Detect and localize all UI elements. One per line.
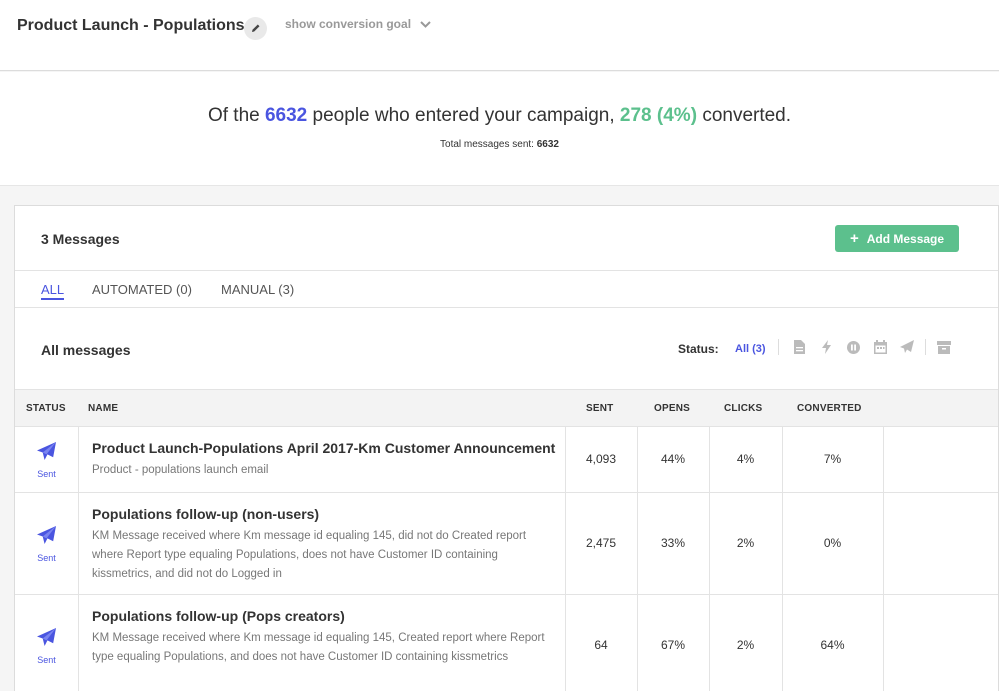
name-cell: Product Launch-Populations April 2017-Km… (92, 440, 555, 480)
messages-count: 3 Messages (41, 231, 120, 247)
column-clicks[interactable]: CLICKS (724, 403, 763, 414)
column-name: NAME (88, 403, 119, 414)
summary-suffix: converted. (702, 105, 792, 126)
opens-value: 33% (660, 536, 686, 550)
sent-icon (37, 442, 56, 466)
sent-icon (37, 628, 56, 652)
divider (78, 595, 79, 691)
divider (925, 339, 926, 355)
tab-automated[interactable]: AUTOMATED (0) (92, 282, 192, 297)
status-filter-label: Status: (678, 342, 719, 356)
opens-value: 44% (660, 452, 686, 466)
column-sent[interactable]: SENT (586, 403, 614, 414)
divider (883, 427, 884, 492)
messages-panel: 3 Messages + Add Message ALL AUTOMATED (… (14, 205, 999, 691)
calendar-icon[interactable] (873, 340, 887, 354)
document-icon[interactable] (792, 340, 806, 354)
archive-icon[interactable] (937, 340, 951, 354)
status-label: Sent (37, 469, 56, 479)
status-label: Sent (37, 553, 56, 563)
message-tabs: ALL AUTOMATED (0) MANUAL (3) (15, 271, 998, 308)
status-filter-all[interactable]: All (3) (735, 343, 766, 355)
divider (883, 595, 884, 691)
column-opens[interactable]: OPENS (654, 403, 691, 414)
total-value: 6632 (536, 139, 559, 150)
show-conversion-goal-toggle[interactable]: show conversion goal (285, 17, 431, 31)
divider (709, 427, 710, 492)
summary-prefix: Of the (207, 105, 260, 126)
add-message-button[interactable]: + Add Message (835, 225, 959, 252)
send-icon[interactable] (900, 340, 914, 354)
message-description: KM Message received where Km message id … (92, 632, 545, 663)
clicks-value: 2% (736, 536, 755, 550)
column-status: STATUS (26, 403, 66, 414)
chevron-down-icon (420, 20, 431, 28)
divider (637, 595, 638, 691)
sent-value: 4,093 (585, 452, 617, 466)
messages-subheader: All messages Status: All (3) (15, 308, 998, 390)
status-label: Sent (37, 655, 56, 665)
section-title: All messages (41, 342, 131, 358)
divider (565, 427, 566, 492)
add-message-label: Add Message (866, 231, 945, 246)
divider (709, 493, 710, 594)
entered-count: 6632 (264, 105, 308, 126)
clicks-value: 2% (736, 638, 755, 652)
pencil-icon (251, 20, 261, 38)
divider (883, 493, 884, 594)
summary-sentence: Of the 6632 people who entered your camp… (0, 105, 999, 127)
table-header: STATUS NAME SENT OPENS CLICKS CONVERTED (15, 390, 998, 427)
message-description: KM Message received where Km message id … (92, 530, 527, 580)
divider (778, 339, 779, 355)
opens-value: 67% (660, 638, 686, 652)
converted-value: 7% (823, 452, 842, 466)
status-cell: Sent (15, 526, 78, 563)
sent-value: 64 (594, 638, 608, 652)
converted-value: 0% (823, 536, 842, 550)
divider (782, 493, 783, 594)
message-title[interactable]: Product Launch-Populations April 2017-Km… (92, 440, 556, 456)
pause-icon[interactable] (846, 340, 860, 354)
summary-middle: people who entered your campaign, (312, 105, 615, 126)
message-title[interactable]: Populations follow-up (non-users) (92, 506, 320, 522)
status-cell: Sent (15, 628, 78, 665)
campaign-summary: Of the 6632 people who entered your camp… (0, 72, 999, 186)
sent-value: 2,475 (585, 536, 617, 550)
page-title: Product Launch - Populations (17, 17, 245, 34)
divider (637, 493, 638, 594)
plus-icon: + (849, 230, 859, 247)
divider (565, 595, 566, 691)
column-converted[interactable]: CONVERTED (797, 403, 862, 414)
divider (782, 427, 783, 492)
divider (782, 595, 783, 691)
table-row[interactable]: Sent Populations follow-up (Pops creator… (15, 595, 998, 691)
divider (78, 493, 79, 594)
edit-title-button[interactable] (244, 17, 267, 40)
converted-value: 64% (820, 638, 845, 652)
clicks-value: 4% (736, 452, 755, 466)
message-title[interactable]: Populations follow-up (Pops creators) (92, 608, 345, 624)
sent-icon (37, 526, 56, 550)
divider (78, 427, 79, 492)
top-bar: Product Launch - Populations show conver… (0, 0, 999, 71)
table-row[interactable]: Sent Populations follow-up (non-users) K… (15, 493, 998, 595)
name-cell: Populations follow-up (non-users) KM Mes… (92, 506, 552, 584)
divider (637, 427, 638, 492)
total-messages-sent: Total messages sent: 6632 (0, 139, 999, 150)
bolt-icon[interactable] (819, 340, 833, 354)
panel-header: 3 Messages + Add Message (15, 206, 998, 271)
name-cell: Populations follow-up (Pops creators) KM… (92, 608, 552, 667)
divider (565, 493, 566, 594)
conversion-toggle-label: show conversion goal (285, 17, 412, 31)
tab-all[interactable]: ALL (41, 282, 65, 300)
total-label: Total messages sent: (440, 139, 534, 150)
divider (709, 595, 710, 691)
status-cell: Sent (15, 442, 78, 479)
table-row[interactable]: Sent Product Launch-Populations April 20… (15, 427, 998, 493)
tab-manual[interactable]: MANUAL (3) (221, 282, 295, 297)
message-description: Product - populations launch email (92, 464, 269, 476)
converted-count: 278 (4%) (619, 105, 698, 126)
